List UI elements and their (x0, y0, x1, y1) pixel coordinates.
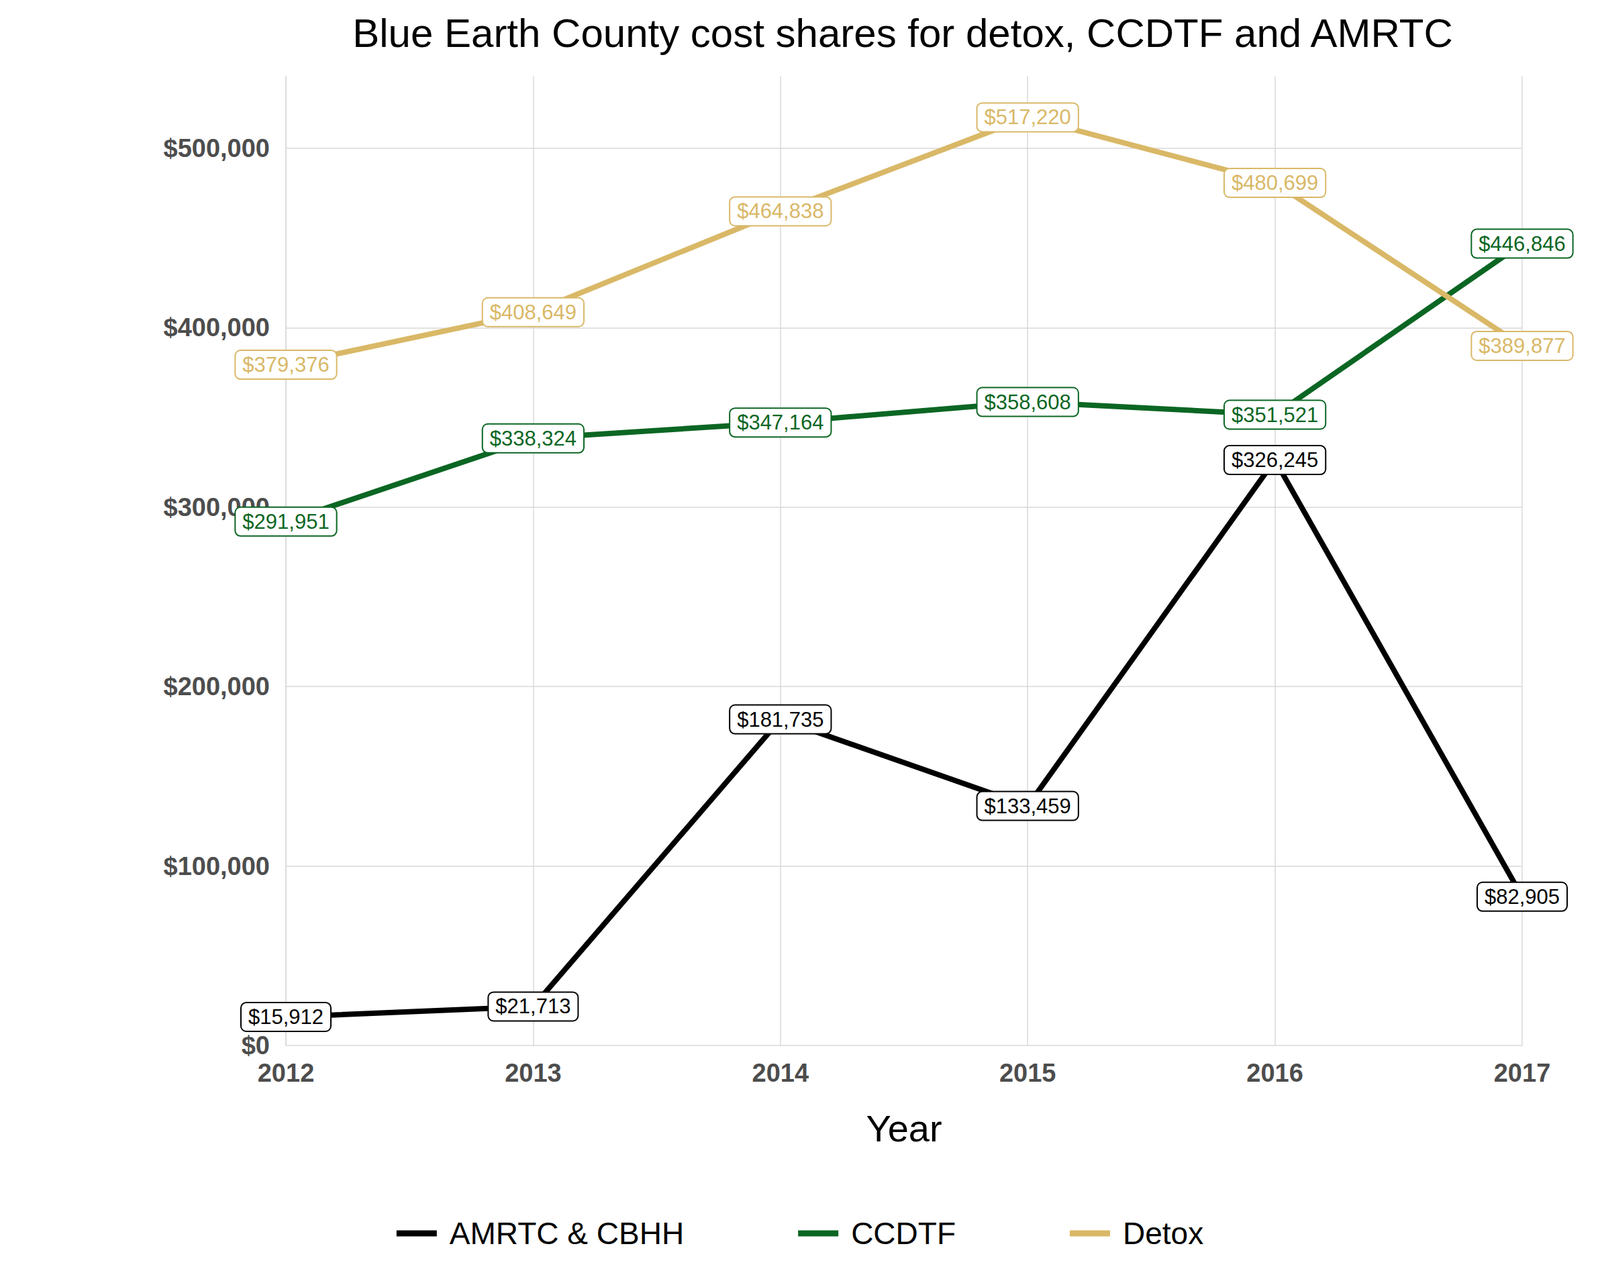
svg-text:AMRTC & CBHH: AMRTC & CBHH (449, 1216, 684, 1252)
svg-text:$326,245: $326,245 (1231, 448, 1319, 472)
svg-text:2012: 2012 (257, 1059, 315, 1088)
svg-text:$347,164: $347,164 (736, 410, 824, 435)
svg-text:$517,220: $517,220 (984, 105, 1072, 129)
svg-text:2017: 2017 (1493, 1059, 1552, 1088)
svg-text:2016: 2016 (1246, 1059, 1304, 1088)
svg-text:$291,951: $291,951 (242, 510, 329, 534)
svg-text:2013: 2013 (504, 1059, 562, 1088)
svg-text:CCDTF: CCDTF (851, 1216, 956, 1252)
svg-text:$21,713: $21,713 (495, 994, 571, 1019)
svg-text:$400,000: $400,000 (163, 313, 271, 342)
svg-text:Year: Year (865, 1107, 942, 1150)
svg-text:$446,846: $446,846 (1478, 232, 1566, 256)
svg-text:Detox: Detox (1122, 1216, 1204, 1252)
svg-text:$200,000: $200,000 (163, 672, 271, 701)
svg-text:$15,912: $15,912 (248, 1005, 324, 1029)
svg-text:2014: 2014 (752, 1059, 810, 1088)
svg-text:$464,838: $464,838 (736, 199, 824, 223)
svg-text:$389,877: $389,877 (1478, 334, 1566, 358)
svg-text:$358,608: $358,608 (984, 390, 1072, 415)
svg-text:$480,699: $480,699 (1231, 171, 1319, 195)
svg-text:$300,000: $300,000 (163, 493, 270, 522)
svg-text:$500,000: $500,000 (163, 134, 271, 163)
svg-text:$351,521: $351,521 (1231, 403, 1319, 427)
svg-text:$100,000: $100,000 (163, 852, 271, 881)
svg-text:$408,649: $408,649 (489, 300, 577, 325)
svg-text:2015: 2015 (999, 1059, 1057, 1088)
svg-text:$379,376: $379,376 (242, 353, 329, 377)
svg-text:$0: $0 (241, 1031, 270, 1060)
svg-text:$181,735: $181,735 (736, 708, 824, 732)
svg-text:$338,324: $338,324 (489, 426, 577, 451)
svg-text:$82,905: $82,905 (1484, 885, 1560, 909)
svg-text:$133,459: $133,459 (984, 794, 1072, 819)
svg-text:Blue Earth County cost shares: Blue Earth County cost shares for detox,… (352, 10, 1454, 56)
